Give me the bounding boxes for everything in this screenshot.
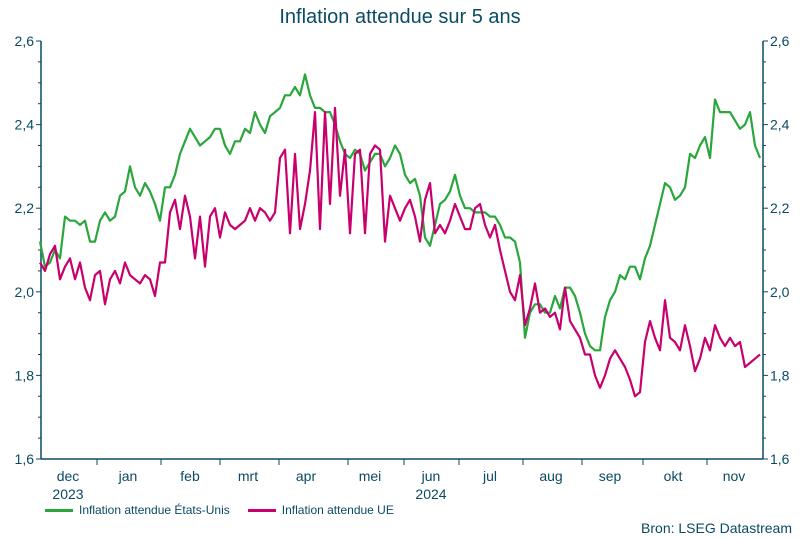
y-tick-label-right: 2,2 <box>770 200 790 216</box>
x-tick-label: dec <box>57 468 80 484</box>
y-tick-label-left: 2,0 <box>15 284 35 300</box>
y-tick-label-left: 2,4 <box>15 117 35 133</box>
legend-item-us: Inflation attendue États-Unis <box>45 503 230 517</box>
y-tick-label-left: 2,2 <box>15 200 35 216</box>
x-year-label: 2024 <box>415 486 446 502</box>
x-tick-label: jun <box>421 468 441 484</box>
x-tick-label: jul <box>482 468 497 484</box>
source-note: Bron: LSEG Datastream <box>641 520 792 536</box>
x-tick-label: mei <box>359 468 382 484</box>
x-tick-label: feb <box>180 468 200 484</box>
series-line-eu <box>39 106 761 398</box>
legend-item-eu: Inflation attendue UE <box>247 503 394 517</box>
series-line-us <box>38 73 762 352</box>
y-tick-label-right: 1,6 <box>770 451 790 467</box>
y-tick-label-right: 1,8 <box>770 367 790 383</box>
y-tick-label-right: 2,6 <box>770 33 790 49</box>
y-tick-label-right: 2,4 <box>770 117 790 133</box>
x-tick-label: aug <box>539 468 562 484</box>
x-tick-label: mrt <box>238 468 258 484</box>
legend-swatch-eu <box>247 508 276 512</box>
y-tick-label-left: 2,6 <box>15 33 35 49</box>
y-tick-label-left: 1,8 <box>15 367 35 383</box>
legend: Inflation attendue États-Unis Inflation … <box>45 503 394 517</box>
y-tick-label-right: 2,0 <box>770 284 790 300</box>
x-tick-label: okt <box>664 468 683 484</box>
x-tick-label: nov <box>723 468 746 484</box>
chart-title: Inflation attendue sur 5 ans <box>279 6 521 28</box>
legend-swatch-us <box>45 508 73 512</box>
y-tick-label-left: 1,6 <box>15 451 35 467</box>
legend-label-eu: Inflation attendue UE <box>281 503 394 517</box>
x-tick-label: jan <box>118 468 138 484</box>
x-tick-label: sep <box>599 468 622 484</box>
legend-label-us: Inflation attendue États-Unis <box>79 503 230 517</box>
x-year-label: 2023 <box>52 486 83 502</box>
x-tick-label: apr <box>296 468 317 484</box>
